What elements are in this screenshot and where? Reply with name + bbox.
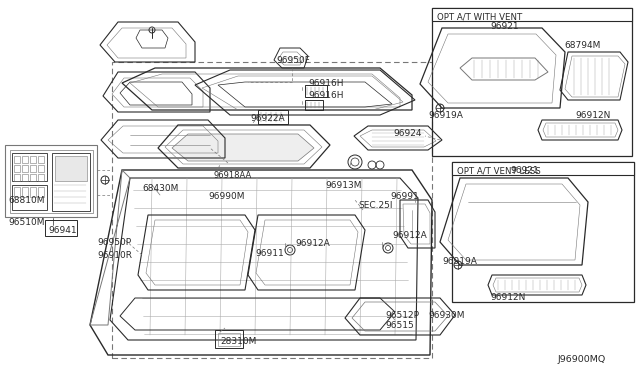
Bar [112, 62, 432, 358]
Bar [452, 162, 634, 175]
Bar [22, 174, 28, 181]
Bar [22, 156, 28, 163]
Bar [22, 165, 28, 172]
Circle shape [287, 247, 292, 253]
Text: 96912N: 96912N [490, 292, 525, 301]
Bar [305, 85, 327, 97]
Bar [14, 156, 20, 163]
Text: 96912A: 96912A [295, 238, 330, 247]
Text: 96515: 96515 [385, 321, 413, 330]
Bar [38, 156, 44, 163]
Text: J96900MQ: J96900MQ [558, 356, 606, 365]
Bar [30, 174, 36, 181]
Bar [258, 110, 288, 124]
Bar [432, 8, 632, 156]
Bar [452, 162, 634, 302]
Text: 68430M: 68430M [142, 183, 179, 192]
Text: 96921: 96921 [510, 166, 539, 174]
Bar [38, 174, 44, 181]
Text: 96916H: 96916H [308, 90, 344, 99]
Circle shape [385, 246, 390, 250]
Text: 96911: 96911 [255, 248, 284, 257]
Text: 96922A: 96922A [250, 113, 285, 122]
Bar [30, 156, 36, 163]
Text: OPT A/T VENT LESS: OPT A/T VENT LESS [457, 167, 541, 176]
Bar [215, 330, 243, 348]
Bar [38, 165, 44, 172]
Text: 96919A: 96919A [428, 110, 463, 119]
Text: 96510M: 96510M [8, 218, 45, 227]
Text: 96924: 96924 [393, 128, 422, 138]
Bar [432, 8, 632, 21]
Bar [38, 187, 44, 197]
Text: 68794M: 68794M [564, 41, 600, 49]
Bar [12, 153, 47, 181]
Bar [12, 185, 47, 210]
Text: 96950P: 96950P [97, 237, 131, 247]
Bar [55, 156, 87, 181]
Text: 28310M: 28310M [220, 337, 257, 346]
Bar [22, 187, 28, 197]
Text: 96512P: 96512P [385, 311, 419, 320]
Bar [45, 220, 77, 236]
Text: 96950F: 96950F [276, 55, 310, 64]
Text: 96918AA: 96918AA [214, 170, 252, 180]
Bar [30, 187, 36, 197]
Bar [14, 174, 20, 181]
Text: 96990M: 96990M [208, 192, 244, 201]
Bar [14, 187, 20, 197]
Text: 96919A: 96919A [442, 257, 477, 266]
Bar [52, 153, 90, 211]
Text: 68810M: 68810M [8, 196, 45, 205]
Bar [30, 165, 36, 172]
Text: 96913M: 96913M [325, 180, 362, 189]
Text: 96916H: 96916H [308, 78, 344, 87]
Polygon shape [172, 134, 314, 161]
Bar [14, 165, 20, 172]
Text: 96912N: 96912N [575, 110, 611, 119]
Text: 96921: 96921 [490, 22, 518, 31]
Text: 96991: 96991 [390, 192, 419, 201]
Text: 96930M: 96930M [428, 311, 465, 320]
Text: OPT A/T WITH VENT: OPT A/T WITH VENT [437, 13, 522, 22]
Bar [5, 145, 97, 217]
Bar [305, 100, 323, 110]
Text: 96941: 96941 [48, 225, 77, 234]
Bar [218, 333, 240, 346]
Text: 96910R: 96910R [97, 250, 132, 260]
Text: 96912A: 96912A [392, 231, 427, 240]
Text: SEC.25I: SEC.25I [358, 201, 392, 209]
